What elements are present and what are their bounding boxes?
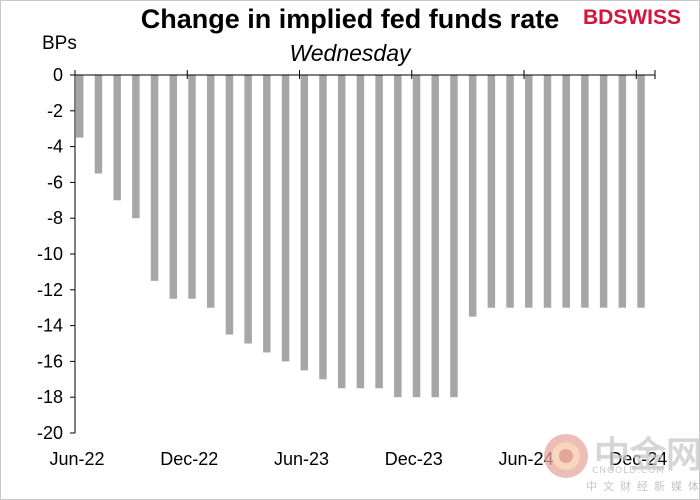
x-tick-label: Dec-24 <box>609 449 667 469</box>
bar <box>450 75 458 398</box>
bar <box>225 75 234 335</box>
x-tick-label: Jun-23 <box>274 449 329 469</box>
bar <box>337 75 346 389</box>
bar <box>581 75 589 308</box>
bar <box>525 75 533 308</box>
bar <box>132 75 140 219</box>
y-tick-label: -4 <box>47 137 63 157</box>
bar <box>244 75 252 344</box>
y-tick-label: -16 <box>37 351 63 371</box>
x-tick-label: Dec-22 <box>160 449 218 469</box>
bar <box>76 75 84 138</box>
bar <box>487 75 496 308</box>
bar <box>412 75 421 398</box>
cngold-logo-icon <box>544 434 588 478</box>
bar <box>150 75 159 281</box>
chart-subtitle: Wednesday <box>289 40 411 66</box>
bar <box>281 75 290 362</box>
bar <box>543 75 552 308</box>
y-tick-label: -10 <box>37 244 63 264</box>
x-tick-label: Dec-23 <box>385 449 443 469</box>
bar <box>356 75 365 389</box>
bar <box>206 75 215 308</box>
bar <box>394 75 402 398</box>
bar <box>319 75 327 380</box>
bar <box>188 75 196 299</box>
bar <box>637 75 645 308</box>
bar <box>599 75 608 308</box>
bar <box>375 75 383 389</box>
y-tick-label: 0 <box>53 65 63 85</box>
watermark-text: 中金网 <box>594 435 700 476</box>
bar <box>506 75 514 308</box>
bdswiss-logo: BDSWISS <box>583 6 682 29</box>
y-tick-label: -14 <box>37 316 63 336</box>
y-tick-label: -20 <box>37 423 63 443</box>
y-tick-label: -2 <box>47 101 63 121</box>
y-axis-label: BPs <box>42 33 77 54</box>
y-tick-label: -12 <box>37 280 63 300</box>
bar <box>113 75 121 201</box>
x-tick-label: Jun-22 <box>49 449 104 469</box>
y-tick-label: -8 <box>47 208 63 228</box>
y-tick-label: -18 <box>37 387 63 407</box>
watermark-url: CNGOLD.COM <box>592 466 666 476</box>
bar <box>300 75 308 371</box>
bar <box>169 75 178 299</box>
bar <box>468 75 477 317</box>
bar <box>431 75 439 398</box>
x-tick-label: Jun-24 <box>499 449 554 469</box>
bar <box>263 75 271 353</box>
watermark-tagline: 中文财经新媒体 <box>586 480 700 493</box>
chart-title: Change in implied fed funds rate <box>140 4 560 34</box>
y-tick-label: -6 <box>47 172 63 192</box>
bar <box>94 75 103 174</box>
cngold-watermark: 中金网 CNGOLD.COM 中文财经新媒体 <box>542 424 700 494</box>
bar <box>562 75 570 308</box>
bar <box>618 75 627 308</box>
